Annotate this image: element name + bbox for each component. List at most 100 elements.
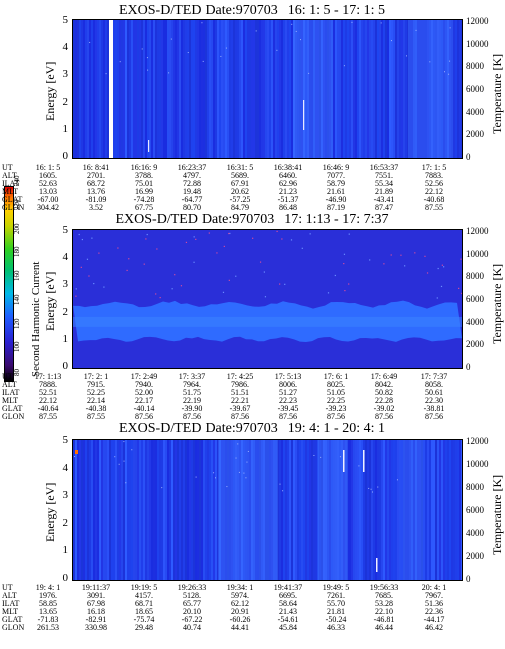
time-column [405, 440, 407, 580]
time-column [187, 440, 189, 580]
time-column [343, 20, 345, 158]
noise-speck [216, 252, 218, 254]
noise-speck [252, 237, 254, 239]
time-column [167, 20, 169, 158]
time-column [201, 20, 203, 158]
time-column [271, 440, 273, 580]
table-cell: 55.34 [375, 179, 393, 188]
time-column [331, 20, 333, 158]
noise-speck [81, 238, 83, 241]
time-column [325, 20, 327, 158]
table-row: MLT 22.12 22.14 22.17 22.19 22.21 22.23 22.25 22… [2, 397, 502, 405]
table-cell: 19.48 [183, 187, 201, 196]
time-column [441, 20, 443, 158]
time-column [337, 20, 339, 158]
time-column [279, 20, 281, 158]
time-column [75, 440, 77, 580]
time-column [449, 20, 451, 158]
table-cell: 16:31: 5 [226, 163, 254, 172]
table-cell: 304.42 [37, 203, 59, 212]
time-column [285, 440, 287, 580]
table-cell: 17: 4:25 [226, 372, 254, 381]
table-cell: 19:49: 5 [322, 583, 350, 592]
time-column [83, 440, 85, 580]
time-column [431, 440, 433, 580]
time-column [321, 440, 323, 580]
y-axis-label-temperature: Temperature [K] [490, 263, 504, 344]
panel-title-name: EXOS-D/TED [115, 212, 198, 227]
noise-speck [78, 233, 80, 236]
y-tick-temperature: 6000 [466, 294, 484, 304]
table-cell: 22.17 [135, 396, 153, 405]
table-cell: 13.76 [87, 187, 105, 196]
time-column [317, 440, 319, 580]
time-column [331, 440, 333, 580]
time-column [213, 20, 215, 158]
time-column [455, 440, 457, 580]
time-column [287, 20, 289, 158]
y-tick-temperature: 12000 [466, 16, 489, 26]
time-column [113, 20, 115, 158]
table-cell: 6695. [279, 591, 297, 600]
time-column [177, 20, 179, 158]
time-column [217, 20, 219, 158]
table-cell: 21.81 [327, 607, 345, 616]
time-column [377, 440, 379, 580]
time-column [211, 20, 213, 158]
time-column [363, 440, 365, 580]
table-cell: 19:56:33 [369, 583, 399, 592]
noise-speck [380, 22, 382, 24]
time-column [431, 20, 433, 158]
time-column [255, 440, 257, 580]
time-column [367, 440, 369, 580]
time-column [243, 20, 245, 158]
time-column [127, 20, 129, 158]
noise-speck [155, 293, 157, 295]
time-column [119, 20, 121, 158]
table-cell: 8042. [375, 380, 393, 389]
table-row-label: MLT [2, 607, 19, 616]
panel-title-date: Date:970703 [205, 421, 278, 436]
time-column [429, 440, 431, 580]
table-row-label: ILAT [2, 599, 20, 608]
time-column [445, 20, 447, 158]
time-column [227, 20, 229, 158]
table-cell: 7261. [327, 591, 345, 600]
time-column [133, 20, 135, 158]
noise-speck [444, 71, 446, 73]
table-cell: 17: 6:49 [370, 372, 398, 381]
time-column [457, 20, 459, 158]
time-column [185, 440, 187, 580]
table-cell: 5974. [231, 591, 249, 600]
table-row-label: MLT [2, 187, 19, 196]
table-cell: 87.19 [327, 203, 345, 212]
time-column [249, 20, 251, 158]
table-row-label: GLON [2, 203, 25, 212]
time-column [131, 20, 133, 158]
time-column [395, 440, 397, 580]
y-tick-temperature: 8000 [466, 482, 484, 492]
time-column [333, 20, 335, 158]
noise-speck [89, 41, 91, 43]
time-column [371, 20, 373, 158]
time-column [457, 440, 459, 580]
time-column [161, 20, 163, 158]
noise-speck [88, 275, 90, 277]
time-column [357, 20, 359, 158]
time-column [375, 440, 377, 580]
time-column [135, 440, 137, 580]
time-column [277, 20, 279, 158]
table-cell: 7967. [425, 591, 443, 600]
noise-speck [301, 247, 303, 249]
table-cell: 17: 6: 1 [323, 372, 349, 381]
table-cell: 19:11:37 [81, 583, 111, 592]
time-column [459, 20, 461, 158]
table-cell: -54.61 [277, 615, 299, 624]
time-column [281, 20, 283, 158]
table-row: ALT 1605. 2701. 3788. 4797. 5689. 6460. 7077. 75… [2, 172, 502, 180]
time-column [229, 440, 231, 580]
time-column [433, 440, 435, 580]
y-tick-temperature: 8000 [466, 271, 484, 282]
time-column [111, 440, 113, 580]
table-cell: 68.71 [135, 599, 153, 608]
